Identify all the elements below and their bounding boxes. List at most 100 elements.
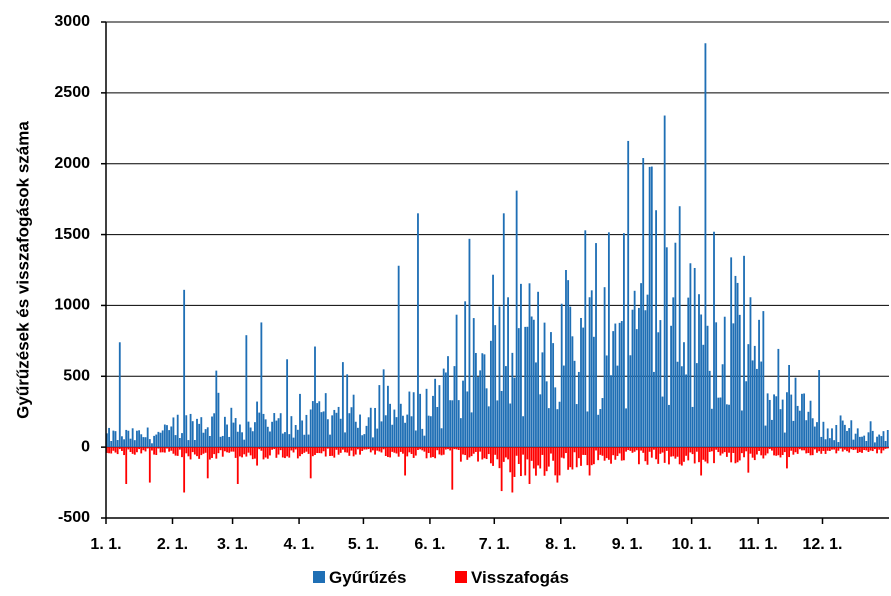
bar-recapture — [661, 447, 664, 453]
bar-ringing — [447, 356, 449, 448]
bar-ringing — [112, 430, 115, 448]
bar-recapture — [262, 447, 265, 460]
bar-ringing — [136, 430, 138, 448]
bar-ringing — [753, 345, 756, 448]
bar-recapture — [367, 447, 370, 450]
bar-recapture — [801, 447, 803, 451]
bar-ringing — [481, 353, 484, 448]
bar-ringing — [783, 432, 786, 448]
bar-ringing — [650, 166, 653, 448]
bar-ringing — [886, 430, 889, 448]
bar-recapture — [745, 447, 748, 452]
bar-recapture — [880, 447, 883, 454]
bar-ringing — [595, 243, 597, 448]
bar-recapture — [346, 447, 349, 453]
bar-ringing — [339, 418, 342, 448]
bar-ringing — [869, 421, 872, 448]
bar-recapture — [189, 447, 192, 460]
bar-ringing — [356, 427, 359, 448]
bar-recapture — [528, 447, 531, 484]
bar-recapture — [719, 447, 722, 456]
bar-ringing — [335, 412, 338, 448]
bar-ringing — [262, 413, 265, 448]
bar-recapture — [873, 447, 876, 450]
bar-ringing — [856, 428, 859, 448]
bar-ringing — [693, 267, 696, 448]
bar-ringing — [492, 274, 494, 448]
bar-ringing — [294, 425, 297, 448]
bar-recapture — [629, 447, 632, 451]
bar-recapture — [839, 447, 842, 449]
bar-ringing — [794, 377, 797, 448]
bar-recapture — [466, 447, 469, 460]
bar-recapture — [740, 447, 743, 454]
bar-ringing — [382, 369, 385, 448]
bar-ringing — [483, 354, 486, 448]
bar-recapture — [121, 447, 123, 451]
bar-recapture — [732, 447, 735, 453]
x-tick-label: 5. 1. — [348, 536, 379, 553]
bar-ringing — [635, 329, 638, 448]
bar-ringing — [573, 360, 576, 448]
bar-ringing — [545, 381, 548, 448]
bar-ringing — [502, 213, 505, 448]
bar-recapture — [459, 447, 462, 462]
bar-ringing — [196, 418, 198, 448]
bar-recapture — [309, 447, 312, 479]
bar-recapture — [882, 447, 885, 451]
bar-recapture — [771, 447, 773, 451]
bar-recapture — [142, 447, 145, 451]
bar-ringing — [771, 419, 773, 448]
bar-ringing — [393, 409, 396, 448]
bar-ringing — [528, 283, 531, 448]
bar-ringing — [374, 407, 376, 448]
bar-recapture — [339, 447, 342, 453]
bar-recapture — [526, 447, 529, 460]
y-tick-label: 3000 — [54, 13, 90, 30]
bar-ringing — [106, 433, 108, 448]
bar-recapture — [511, 447, 514, 493]
bar-recapture — [693, 447, 696, 464]
bar-ringing — [648, 166, 651, 448]
bar-recapture — [496, 447, 499, 460]
bar-recapture — [818, 447, 821, 452]
bar-recapture — [773, 447, 775, 456]
bar-ringing — [457, 400, 460, 448]
bar-recapture — [861, 447, 863, 453]
bar-recapture — [477, 447, 479, 462]
bar-ringing — [758, 319, 760, 448]
bar-recapture — [691, 447, 694, 455]
bar-ringing — [665, 247, 668, 448]
bar-ringing — [708, 370, 711, 448]
bar-ringing — [599, 409, 602, 448]
legend-label-ringing: Gyűrűzés — [329, 568, 406, 587]
bar-ringing — [661, 396, 664, 448]
bar-recapture — [708, 447, 711, 452]
bar-recapture — [245, 447, 248, 457]
bar-ringing — [472, 318, 475, 448]
bar-ringing — [680, 366, 683, 448]
bar-recapture — [294, 447, 297, 450]
bar-recapture — [221, 447, 224, 457]
bar-recapture — [344, 447, 346, 453]
bar-recapture — [670, 447, 673, 457]
bar-ringing — [361, 435, 364, 448]
bar-ringing — [322, 411, 325, 448]
bar-ringing — [193, 439, 196, 448]
bar-ringing — [367, 417, 370, 448]
bar-ringing — [837, 442, 840, 448]
bar-ringing — [114, 431, 117, 448]
bar-recapture — [631, 447, 634, 453]
bar-recapture — [144, 447, 147, 452]
bar-ringing — [734, 275, 737, 448]
bar-recapture — [663, 447, 666, 463]
bar-recapture — [837, 447, 840, 451]
bar-ringing — [365, 425, 368, 448]
bar-recapture — [335, 447, 338, 450]
bar-recapture — [850, 447, 853, 450]
bar-ringing — [638, 307, 640, 448]
bar-recapture — [472, 447, 475, 454]
bar-recapture — [560, 447, 563, 458]
bar-recapture — [176, 447, 179, 456]
bar-recapture — [350, 447, 353, 451]
